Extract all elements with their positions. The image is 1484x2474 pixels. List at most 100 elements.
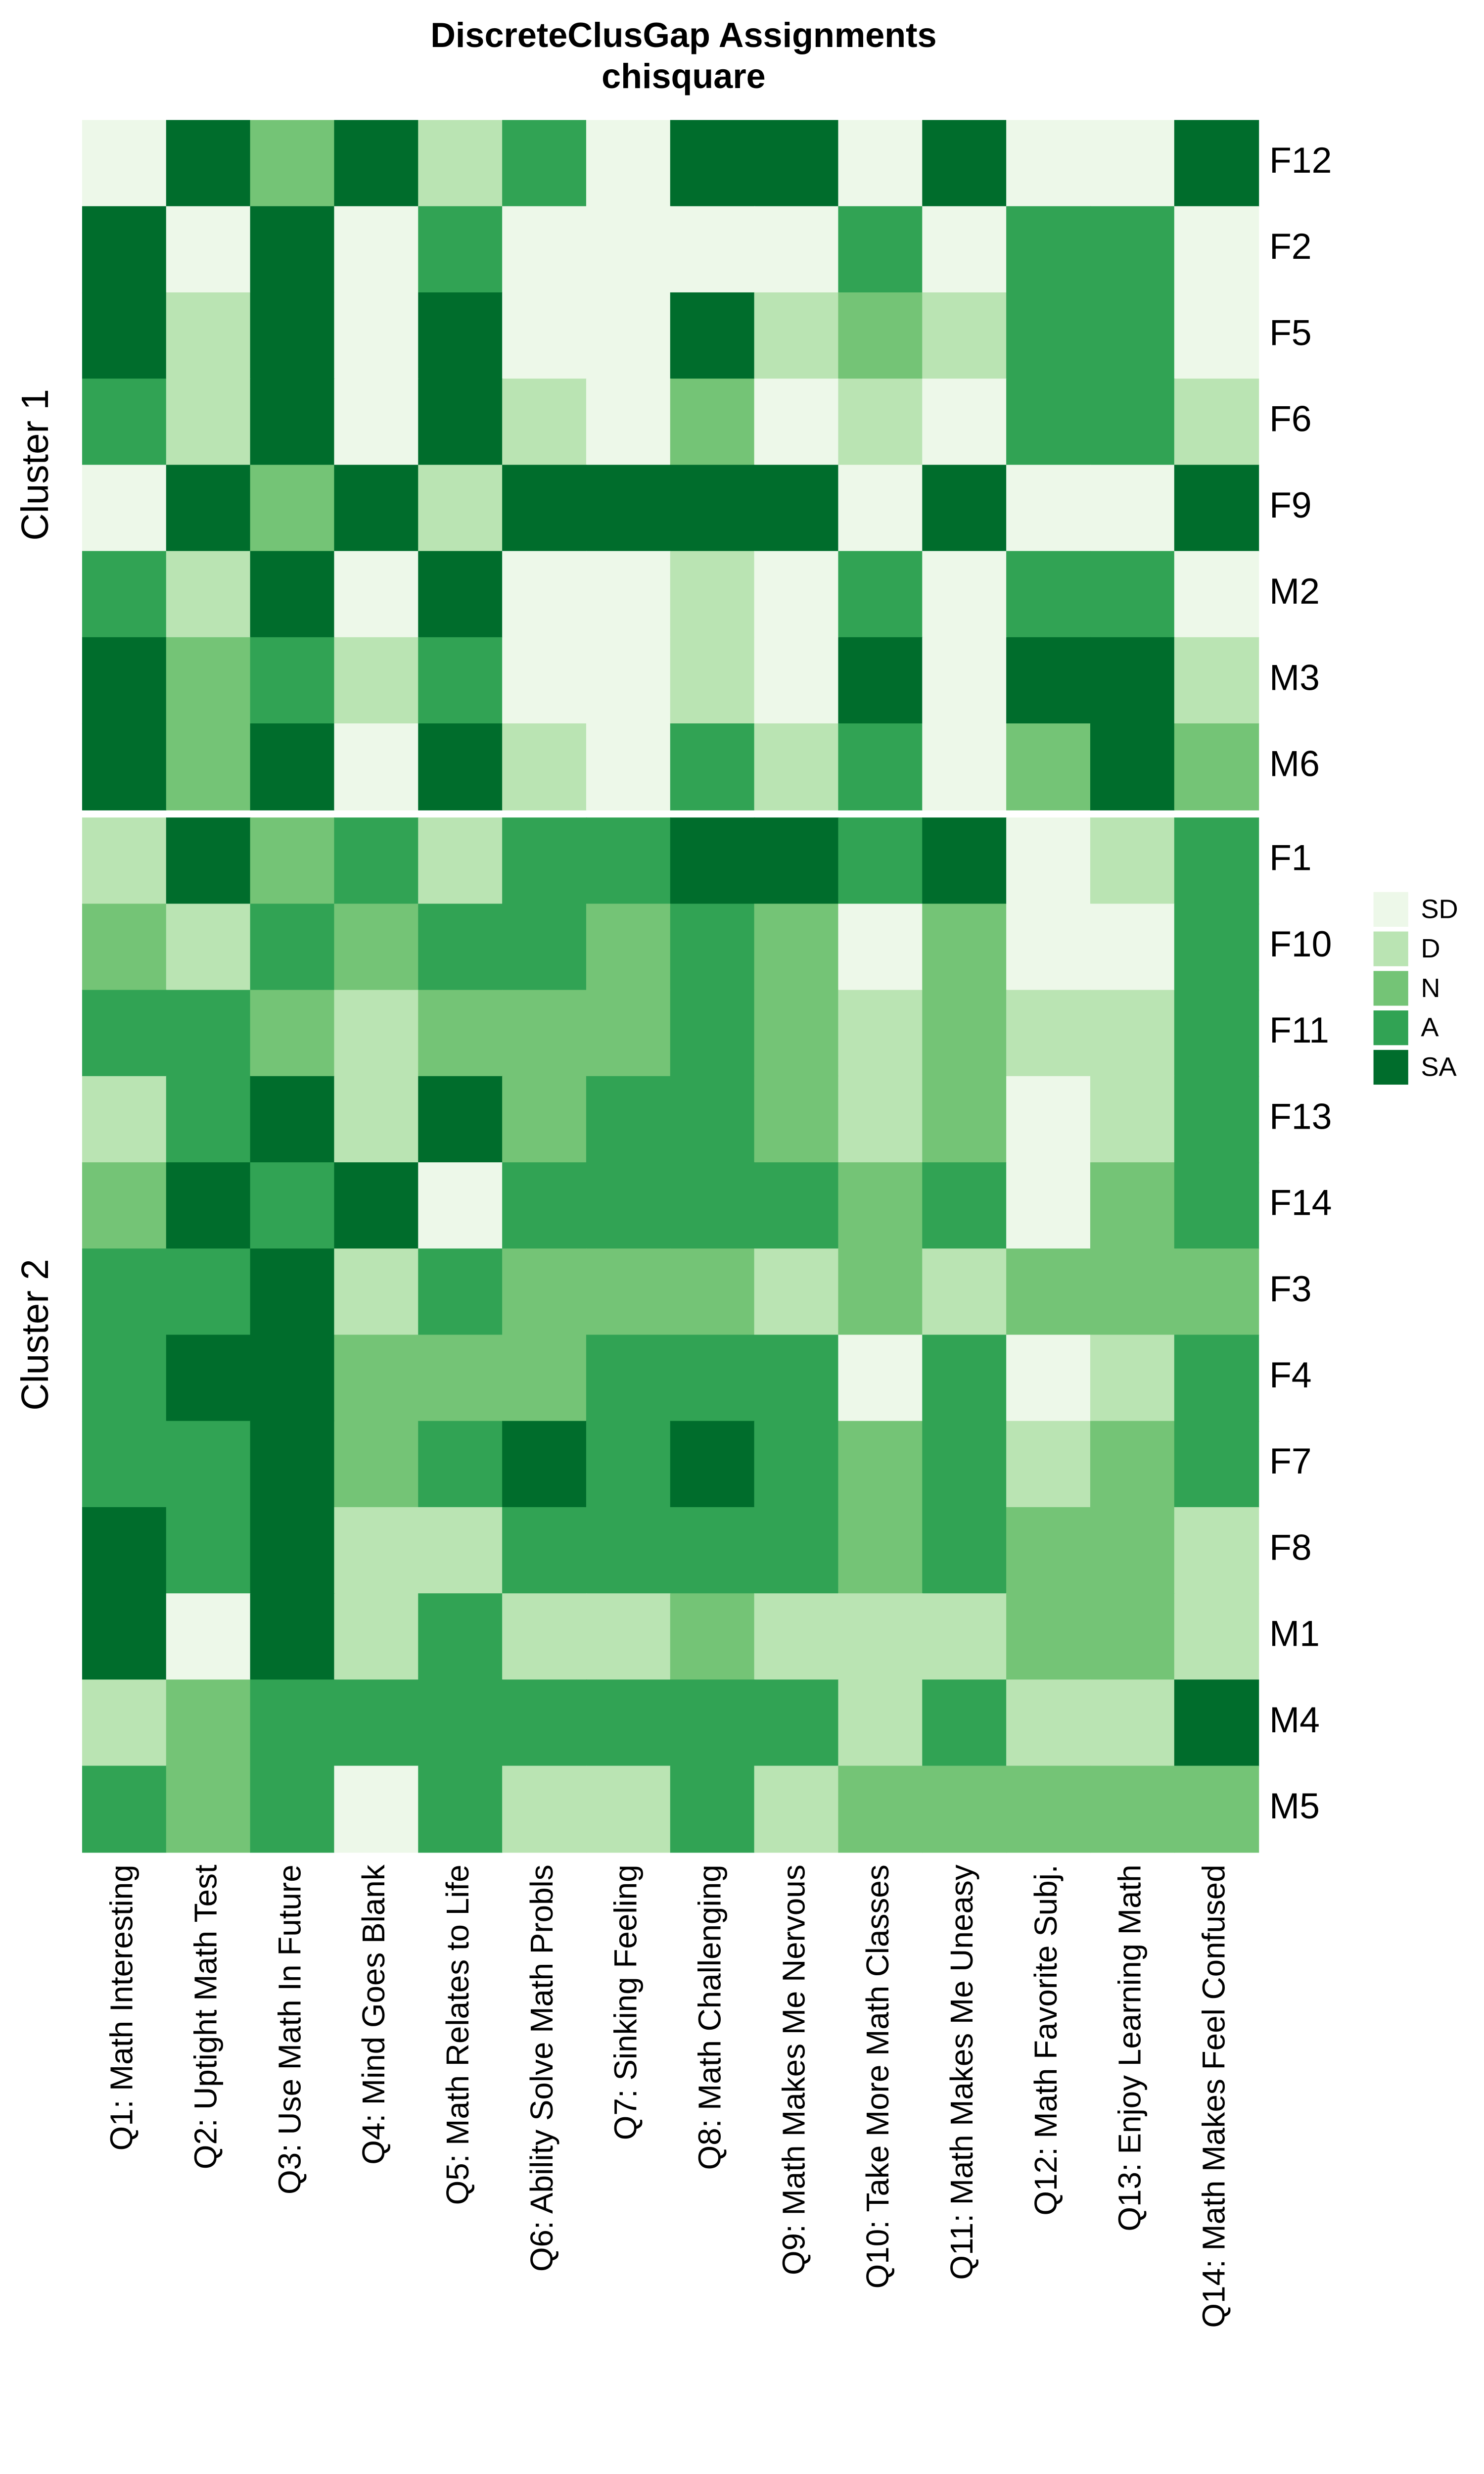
heatmap-cell: [1174, 1334, 1259, 1422]
heatmap-cell: [670, 465, 755, 552]
heatmap-cell: [250, 1248, 335, 1336]
heatmap-cell: [670, 990, 755, 1077]
heatmap-cell: [1174, 465, 1259, 552]
heatmap-cell: [334, 120, 419, 207]
heatmap-cell: [166, 904, 251, 991]
heatmap-cell: [838, 1162, 923, 1249]
heatmap-cell: [1090, 990, 1175, 1077]
column-label: Q11: Math Makes Me Uneasy: [944, 1864, 979, 2280]
heatmap-cell: [418, 1593, 503, 1680]
column-label: Q13: Enjoy Learning Math: [1112, 1864, 1148, 2231]
heatmap-cell: [1174, 1765, 1259, 1853]
column-label: Q7: Sinking Feeling: [608, 1864, 644, 2140]
heatmap-cell: [586, 1162, 671, 1249]
heatmap-cell: [586, 904, 671, 991]
column-label: Q6: Ability Solve Math Probls: [524, 1864, 559, 2272]
heatmap-cell: [502, 1593, 587, 1680]
heatmap-cell: [838, 637, 923, 724]
legend-label: N: [1421, 973, 1440, 1003]
heatmap-cell: [754, 1593, 839, 1680]
heatmap-cell: [670, 817, 755, 905]
heatmap-cell: [250, 1765, 335, 1853]
legend-swatch: [1373, 1049, 1408, 1085]
row-label: F8: [1269, 1527, 1312, 1568]
heatmap-cell: [82, 1507, 167, 1594]
heatmap-cell: [82, 1248, 167, 1336]
heatmap-cell: [166, 1679, 251, 1767]
heatmap-cell: [1174, 1076, 1259, 1163]
heatmap-cell: [1090, 1334, 1175, 1422]
heatmap-cell: [334, 637, 419, 724]
heatmap-cell: [922, 1076, 1007, 1163]
heatmap-cell: [670, 1248, 755, 1336]
heatmap-cell: [82, 1765, 167, 1853]
heatmap-cell: [1090, 1765, 1175, 1853]
heatmap-cell: [166, 1334, 251, 1422]
heatmap-cell: [166, 1507, 251, 1594]
heatmap-cell: [82, 904, 167, 991]
heatmap-cell: [670, 1076, 755, 1163]
heatmap-cell: [82, 465, 167, 552]
heatmap-cell: [82, 1679, 167, 1767]
heatmap-cell: [922, 1593, 1007, 1680]
legend-label: D: [1421, 934, 1440, 963]
heatmap-cell: [1174, 1679, 1259, 1767]
heatmap-cell: [1174, 1162, 1259, 1249]
heatmap-cell: [418, 1421, 503, 1508]
heatmap-cell: [838, 1507, 923, 1594]
heatmap-cell: [586, 817, 671, 905]
heatmap-cell: [82, 206, 167, 293]
heatmap-cell: [166, 723, 251, 810]
heatmap-cell: [250, 1593, 335, 1680]
heatmap-cell: [250, 1507, 335, 1594]
heatmap-cell: [1090, 723, 1175, 810]
heatmap-cell: [334, 1507, 419, 1594]
heatmap-cell: [670, 206, 755, 293]
heatmap-cell: [418, 1507, 503, 1594]
heatmap-cell: [1006, 1076, 1091, 1163]
heatmap-cell: [1090, 1248, 1175, 1336]
cluster-label: Cluster 1: [14, 389, 56, 540]
heatmap-cell: [1090, 206, 1175, 293]
heatmap-cell: [1090, 1679, 1175, 1767]
heatmap-cell: [418, 551, 503, 638]
heatmap-cell: [670, 379, 755, 466]
heatmap-cell: [1174, 1507, 1259, 1594]
heatmap-cell: [250, 990, 335, 1077]
row-label: F3: [1269, 1269, 1312, 1309]
column-label: Q4: Mind Goes Blank: [356, 1864, 391, 2165]
heatmap-cell: [250, 817, 335, 905]
heatmap-cell: [418, 1076, 503, 1163]
heatmap-cell: [754, 1334, 839, 1422]
heatmap-cell: [166, 817, 251, 905]
heatmap-cell: [334, 292, 419, 380]
heatmap-cell: [502, 723, 587, 810]
heatmap-cell: [334, 1421, 419, 1508]
heatmap-cell: [586, 1765, 671, 1853]
heatmap-cell: [922, 379, 1007, 466]
heatmap-cell: [418, 904, 503, 991]
heatmap-cell: [334, 1593, 419, 1680]
legend-swatch: [1373, 931, 1408, 966]
heatmap-cell: [922, 723, 1007, 810]
heatmap-cell: [1006, 1162, 1091, 1249]
row-label: M1: [1269, 1614, 1320, 1654]
heatmap-cell: [586, 206, 671, 293]
heatmap-cell: [166, 990, 251, 1077]
heatmap-cell: [1006, 292, 1091, 380]
heatmap-cell: [754, 637, 839, 724]
heatmap-cell: [586, 120, 671, 207]
heatmap-cell: [1090, 292, 1175, 380]
heatmap-cell: [166, 120, 251, 207]
heatmap-cell: [82, 379, 167, 466]
heatmap-cell: [502, 817, 587, 905]
heatmap-cell: [250, 551, 335, 638]
heatmap-cell: [1006, 1507, 1091, 1594]
heatmap-cell: [502, 120, 587, 207]
row-label: F4: [1269, 1355, 1312, 1395]
heatmap-cell: [670, 637, 755, 724]
heatmap-cell: [1006, 465, 1091, 552]
heatmap-cell: [418, 292, 503, 380]
heatmap-cell: [82, 637, 167, 724]
heatmap-cell: [1006, 379, 1091, 466]
